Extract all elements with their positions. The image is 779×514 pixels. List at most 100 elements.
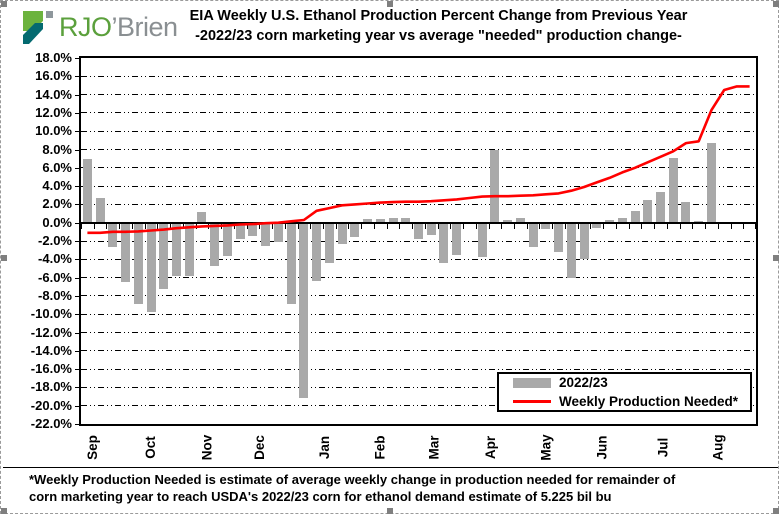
y-axis-tick xyxy=(75,222,81,224)
month-label-oct: Oct xyxy=(133,427,167,467)
gridline xyxy=(81,203,756,205)
month-label-text: Nov xyxy=(199,434,215,460)
footnote-line1: *Weekly Production Needed is estimate of… xyxy=(29,472,676,487)
month-label-sep: Sep xyxy=(75,427,109,467)
needed-line-plot xyxy=(87,85,750,235)
y-axis-label: 8.0% xyxy=(42,141,72,157)
y-axis-tick xyxy=(75,369,81,371)
month-label-apr: Apr xyxy=(474,427,508,467)
bar-week-22 xyxy=(350,222,360,238)
y-axis-tick xyxy=(75,186,81,188)
line-series-swatch xyxy=(513,400,551,403)
chart-legend[interactable]: 2022/23 Weekly Production Needed* xyxy=(497,372,752,412)
y-axis-label: -14.0% xyxy=(30,342,72,358)
month-label-jan: Jan xyxy=(307,427,341,467)
y-axis-tick xyxy=(75,167,81,169)
x-axis-tick xyxy=(692,223,694,229)
y-axis-label: -2.0% xyxy=(38,233,72,248)
month-label-text: Sep xyxy=(84,434,100,460)
gridline xyxy=(81,405,756,407)
selection-handle[interactable] xyxy=(773,1,779,7)
y-axis-label: 2.0% xyxy=(42,196,72,212)
y-axis-label: -18.0% xyxy=(30,379,72,395)
bar-week-40 xyxy=(579,222,589,260)
month-label-text: Jul xyxy=(655,437,671,457)
selection-handle[interactable] xyxy=(387,508,393,514)
y-axis-tick xyxy=(75,259,81,261)
bar-week-29 xyxy=(439,222,449,263)
month-label-text: Apr xyxy=(483,435,499,459)
y-axis-label: -4.0% xyxy=(38,251,72,267)
y-axis-label: 0.0% xyxy=(42,214,72,230)
selection-handle[interactable] xyxy=(773,255,779,261)
y-axis-tick xyxy=(75,94,81,96)
y-axis-tick xyxy=(75,131,81,133)
x-axis-tick xyxy=(144,223,146,229)
bar-week-11 xyxy=(210,222,220,266)
x-axis-tick xyxy=(666,223,668,229)
bar-week-30 xyxy=(452,222,462,255)
y-axis-tick xyxy=(75,149,81,151)
bar-week-36 xyxy=(528,222,538,248)
y-axis-tick xyxy=(75,58,81,59)
x-axis-tick xyxy=(259,223,261,229)
gridline xyxy=(81,386,756,388)
y-axis-tick xyxy=(75,76,81,78)
bar-week-9 xyxy=(184,222,194,276)
selection-handle[interactable] xyxy=(773,508,779,514)
y-axis-tick xyxy=(75,204,81,206)
chart-title-line2: -2022/23 corn marketing year vs average … xyxy=(195,27,682,44)
gridline xyxy=(81,167,756,169)
x-axis-tick xyxy=(157,223,159,229)
bar-week-1 xyxy=(82,158,92,223)
x-axis-tick xyxy=(284,223,286,229)
bar-week-5 xyxy=(133,222,143,305)
month-label-dec: Dec xyxy=(242,427,276,467)
bar-week-37 xyxy=(541,222,551,230)
bar-week-23 xyxy=(363,219,373,223)
bar-week-15 xyxy=(261,222,271,246)
month-label-aug: Aug xyxy=(701,427,735,467)
y-axis-label: 16.0% xyxy=(35,68,72,84)
selection-handle[interactable] xyxy=(387,1,393,7)
month-label-text: Oct xyxy=(142,435,158,459)
bar-week-10 xyxy=(197,211,207,223)
y-axis-tick xyxy=(75,112,81,114)
x-axis-tick xyxy=(743,223,745,229)
gridline xyxy=(81,185,756,187)
gridline xyxy=(81,94,756,96)
bar-week-19 xyxy=(312,222,322,282)
y-axis-tick xyxy=(75,332,81,334)
x-axis-tick xyxy=(437,223,439,229)
x-axis-tick xyxy=(705,223,707,229)
y-axis-label: 18.0% xyxy=(35,50,72,65)
selection-handle[interactable] xyxy=(1,508,7,514)
month-label-nov: Nov xyxy=(190,427,224,467)
y-axis-label: -22.0% xyxy=(30,416,72,431)
bar-week-7 xyxy=(159,222,169,290)
bar-week-48 xyxy=(681,201,691,223)
bar-week-43 xyxy=(617,218,627,223)
needed-line xyxy=(87,85,750,235)
y-axis-tick xyxy=(75,241,81,242)
month-label-text: Aug xyxy=(710,433,726,461)
x-axis-tick xyxy=(131,223,133,229)
line-series-label: Weekly Production Needed* xyxy=(559,394,739,409)
selection-handle[interactable] xyxy=(1,1,7,7)
x-axis-tick xyxy=(552,223,554,229)
month-label-text: Feb xyxy=(372,434,388,460)
y-axis-label: 4.0% xyxy=(42,178,72,194)
y-axis-label: -8.0% xyxy=(38,287,72,303)
legend-row-bars: 2022/23 xyxy=(513,375,750,390)
x-axis-tick xyxy=(412,223,414,229)
y-axis-tick xyxy=(75,387,81,389)
x-axis-tick xyxy=(450,223,452,229)
gridline xyxy=(81,332,756,333)
bar-series-label: 2022/23 xyxy=(559,375,608,390)
selection-handle[interactable] xyxy=(1,255,7,261)
x-axis-tick xyxy=(539,223,541,229)
bar-week-20 xyxy=(324,222,334,263)
bar-week-24 xyxy=(375,219,385,223)
y-axis-tick xyxy=(75,295,81,297)
